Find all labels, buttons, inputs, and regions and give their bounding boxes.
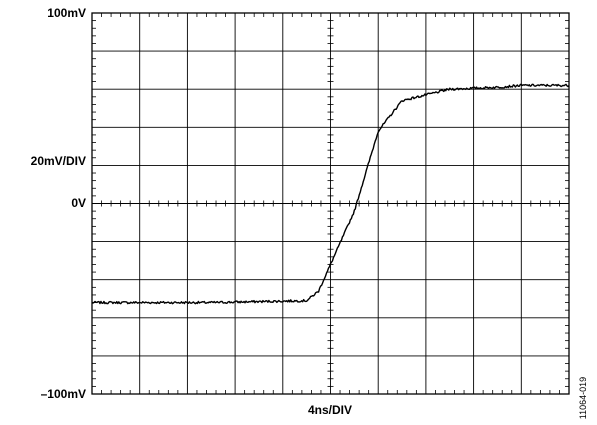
y-label-scale: 20mV/DIV	[31, 154, 86, 168]
y-label-zero: 0V	[71, 196, 86, 210]
y-label-top: 100mV	[47, 6, 86, 20]
waveform-trace	[91, 83, 570, 305]
graticule-grid	[92, 13, 569, 394]
y-label-bottom: –100mV	[41, 387, 86, 401]
graticule-ticks	[92, 13, 569, 394]
plot-frame	[91, 12, 570, 395]
figure-id: 11064-019	[578, 377, 588, 419]
x-axis-label: 4ns/DIV	[308, 403, 352, 417]
